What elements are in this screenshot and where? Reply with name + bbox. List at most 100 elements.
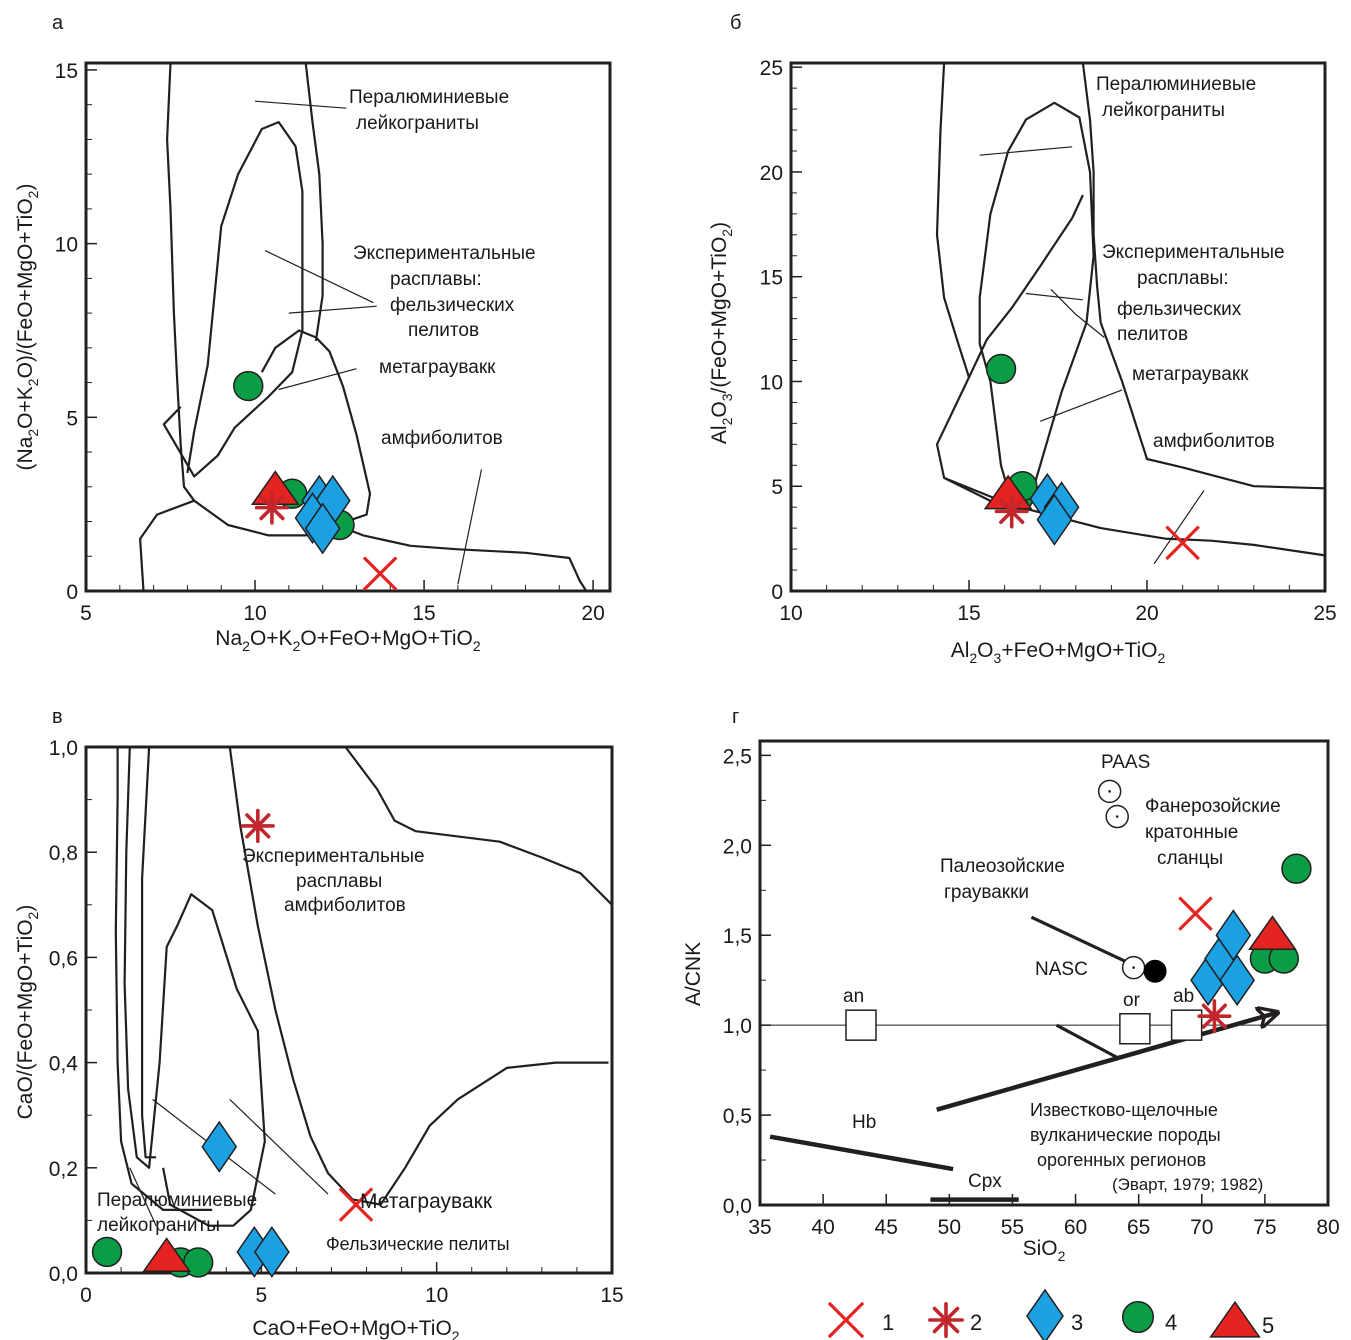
data-point-group-3 xyxy=(201,1120,238,1173)
panel-a-label-felsic: фельзических xyxy=(390,295,515,316)
panel-d-x-axis-title: SiO2 xyxy=(1023,1237,1066,1264)
panel-b-label-melts: расплавы: xyxy=(1137,268,1229,289)
x-tick-label: 65 xyxy=(1127,1216,1150,1239)
panel-c-letter: в xyxy=(52,706,63,728)
legend-symbol-1 xyxy=(827,1301,865,1339)
panel-a-label-experimental: Экспериментальные xyxy=(353,243,536,264)
field-line xyxy=(139,329,372,592)
y-tick-label: 0,5 xyxy=(723,1105,752,1128)
y-tick-label: 10 xyxy=(55,234,78,257)
x-tick-label: 20 xyxy=(581,602,604,625)
panel-d-y-axis-title: A/CNK xyxy=(682,942,705,1006)
panel-a-label-amphibolites: амфиболитов xyxy=(381,428,503,449)
x-tick-label: 15 xyxy=(957,602,980,625)
data-point-group-3 xyxy=(253,1225,290,1278)
panel-d-label-nasc: NASC xyxy=(1035,959,1088,980)
legend-symbol-2 xyxy=(928,1302,964,1338)
x-tick-label: 50 xyxy=(938,1216,961,1239)
panel-a-label-melts: расплавы: xyxy=(390,269,482,290)
y-tick-label: 0,8 xyxy=(49,842,78,865)
x-tick-label: 20 xyxy=(1135,602,1158,625)
panel-d-label-hb: Hb xyxy=(852,1112,876,1133)
panel-b-label-experimental: Экспериментальные xyxy=(1102,242,1285,263)
field-line xyxy=(304,62,324,342)
data-point-group-5 xyxy=(142,1237,192,1272)
data-point-group-2 xyxy=(994,494,1029,529)
field-line xyxy=(935,62,1084,379)
panel-d-reference-points xyxy=(845,779,1203,1045)
y-tick-label: 15 xyxy=(760,267,783,290)
panel-a-label-leucogranites: лейкограниты xyxy=(356,113,479,134)
panel-b-label-leucogranites: лейкограниты xyxy=(1102,100,1225,121)
panel-d-label-volcanic: вулканические породы xyxy=(1030,1125,1221,1145)
panel-c-label-peraluminous: Пералюминиевые xyxy=(97,1190,257,1211)
panel-c-points xyxy=(91,808,374,1278)
y-tick-label: 1,0 xyxy=(49,737,78,760)
y-tick-label: 5 xyxy=(771,476,783,499)
legend-symbols xyxy=(827,1288,1261,1340)
panel-c-label-experimental: Экспериментальные xyxy=(242,846,425,867)
reference-circle-dot xyxy=(1108,790,1111,793)
data-point-group-2 xyxy=(240,808,275,843)
field-line xyxy=(129,1167,157,1226)
y-tick-label: 25 xyxy=(760,57,783,80)
y-tick-label: 2,5 xyxy=(723,745,752,768)
panel-a-label-pelites: пелитов xyxy=(408,320,479,341)
y-tick-label: 2,0 xyxy=(723,835,752,858)
panel-d-label-cpx: Cpx xyxy=(968,1171,1002,1192)
field-line xyxy=(1081,62,1102,323)
data-point-group-5 xyxy=(1248,915,1297,951)
x-tick-label: 80 xyxy=(1316,1216,1339,1239)
panel-d-label-reference: (Эварт, 1979; 1982) xyxy=(1112,1175,1263,1194)
x-tick-label: 75 xyxy=(1253,1216,1276,1239)
x-tick-label: 35 xyxy=(748,1216,771,1239)
trend-line xyxy=(936,1013,1278,1112)
x-tick-label: 15 xyxy=(412,602,435,625)
trend-line xyxy=(769,1134,954,1172)
panel-d-points xyxy=(1178,853,1312,1034)
field-line xyxy=(979,146,1073,156)
x-tick-label: 70 xyxy=(1190,1216,1213,1239)
panel-b-points xyxy=(983,353,1200,561)
data-point-group-4 xyxy=(985,353,1017,385)
panel-c-label-felsic-pelites: Фельзические пелиты xyxy=(326,1234,510,1254)
leader-line xyxy=(1055,1023,1118,1059)
panel-c-x-axis-title: CaO+FeO+MgO+TiO2 xyxy=(252,1317,459,1340)
legend-symbol-5 xyxy=(1209,1300,1261,1338)
panel-a-label-metagraywacke: метаграувакк xyxy=(379,357,496,378)
panel-a-letter: а xyxy=(52,12,64,34)
panel-d-frame xyxy=(758,739,1330,1207)
panel-d-ticks: 35 40 45 50 55 60 65 70 75 80 0,0 0,5 1,0 1,5 2,0 2,5 xyxy=(723,745,1340,1239)
field-line xyxy=(264,250,374,304)
panel-b-label-felsic: фельзических xyxy=(1117,299,1242,320)
panel-b-label-amphibolites: амфиболитов xyxy=(1153,431,1275,452)
panel-c-ticks: 0 5 10 15 0,0 0,2 0,4 0,6 0,8 1,0 xyxy=(49,737,624,1307)
field-line xyxy=(162,121,304,478)
panel-d-letter: г xyxy=(732,706,739,728)
panel-d-label-paas: PAAS xyxy=(1101,752,1150,773)
legend-symbol-3 xyxy=(1026,1288,1064,1340)
legend-label-5: 5 xyxy=(1262,1313,1274,1338)
data-point-group-2 xyxy=(254,490,290,525)
field-line xyxy=(114,747,213,1211)
panel-c: в 0 5 10 15 0,0 0,2 0,4 0,6 0,8 1,0 Экспериментал… xyxy=(14,706,624,1340)
data-point-group-4 xyxy=(233,370,264,402)
panel-c-label-leucogranites: лейкограниты xyxy=(97,1215,220,1236)
panel-b-label-metagraywacke: метаграувакк xyxy=(1132,364,1249,385)
panel-b-y-axis-title: Al2O3/(FeO+MgO+TiO2) xyxy=(708,222,735,444)
y-tick-label: 5 xyxy=(66,407,78,430)
field-line xyxy=(229,1098,329,1195)
x-tick-label: 15 xyxy=(600,1284,623,1307)
y-tick-label: 0 xyxy=(771,581,783,604)
y-tick-label: 1,5 xyxy=(723,925,752,948)
panel-d-label-or: or xyxy=(1123,990,1141,1011)
panel-d-label-an: an xyxy=(843,986,864,1007)
reference-filled-circle xyxy=(1143,959,1167,983)
y-tick-label: 0,6 xyxy=(49,947,78,970)
x-tick-label: 60 xyxy=(1064,1216,1087,1239)
mineral-square xyxy=(1170,1009,1203,1041)
y-tick-label: 0,0 xyxy=(49,1263,78,1286)
field-line xyxy=(166,62,196,502)
